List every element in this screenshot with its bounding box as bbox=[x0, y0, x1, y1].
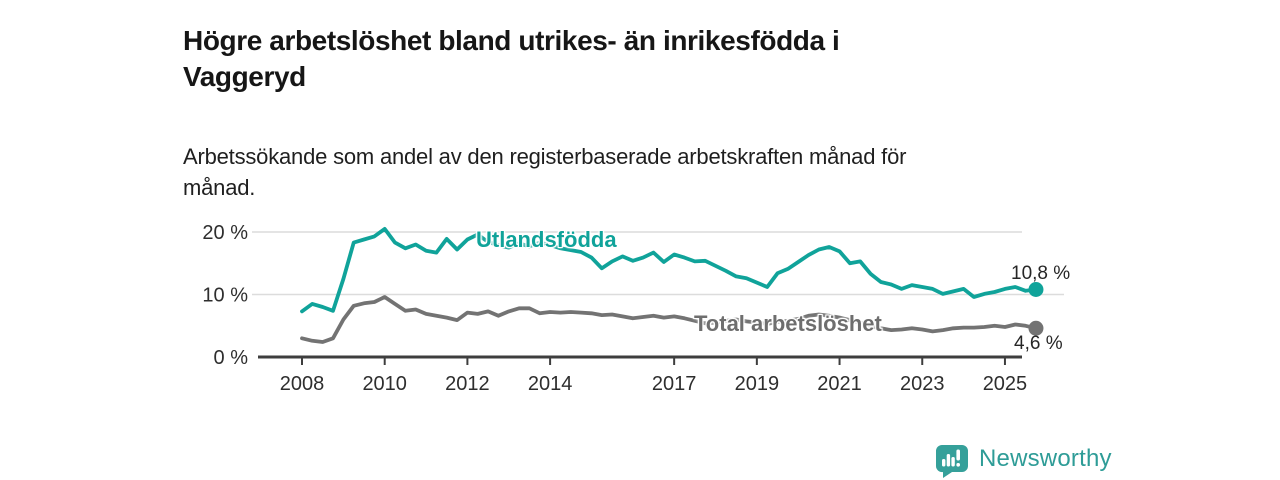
newsworthy-brand: Newsworthy bbox=[935, 444, 1112, 478]
x-axis-tick-label: 2008 bbox=[280, 373, 325, 395]
chart-subtitle-line-1: Arbetssökande som andel av den registerb… bbox=[183, 144, 907, 169]
y-axis-tick-label: 0 % bbox=[214, 347, 249, 369]
x-axis-tick-label: 2017 bbox=[652, 373, 697, 395]
x-axis-tick-label: 2025 bbox=[983, 373, 1028, 395]
end-value-label-total: 4,6 % bbox=[1014, 333, 1063, 354]
x-axis-tick-label: 2019 bbox=[735, 373, 780, 395]
chart-subtitle: Arbetssökande som andel av den registerb… bbox=[183, 141, 1063, 203]
page-title: Högre arbetslöshet bland utrikes- än inr… bbox=[183, 23, 1063, 95]
bar-3 bbox=[951, 457, 955, 467]
x-axis-tick-label: 2014 bbox=[528, 373, 573, 395]
x-axis-tick-label: 2023 bbox=[900, 373, 945, 395]
chart-subtitle-line-2: månad. bbox=[183, 175, 256, 200]
bar-2 bbox=[946, 454, 951, 467]
newsworthy-logo-icon bbox=[935, 445, 968, 478]
page-title-line-1: Högre arbetslöshet bland utrikes- än inr… bbox=[183, 24, 840, 56]
series-line-total-arbetsl-shet bbox=[300, 295, 1038, 344]
x-axis-tick-label: 2010 bbox=[362, 373, 407, 395]
y-axis-tick-label: 20 % bbox=[202, 222, 248, 244]
bar-1 bbox=[942, 459, 946, 467]
series-end-dot-utlandsf-dda bbox=[1028, 282, 1044, 297]
series-label-total-arbetsloshet: Total arbetslöshet bbox=[694, 311, 882, 336]
series-end-dot-total-arbetsl-shet bbox=[1028, 320, 1044, 336]
end-value-label-utlandsfodda: 10,8 % bbox=[1011, 263, 1071, 284]
series-label-utlandsfodda: Utlandsfödda bbox=[476, 227, 617, 252]
y-axis-tick-label: 10 % bbox=[202, 285, 248, 307]
exclamation-bar bbox=[956, 449, 960, 461]
page-title-line-2: Vaggeryd bbox=[183, 60, 306, 92]
exclamation-dot bbox=[956, 463, 960, 467]
x-axis-tick-label: 2021 bbox=[817, 373, 862, 395]
series-line-utlandsf-dda bbox=[300, 226, 1038, 314]
brand-name: Newsworthy bbox=[979, 445, 1112, 472]
x-axis-tick-label: 2012 bbox=[445, 373, 490, 395]
